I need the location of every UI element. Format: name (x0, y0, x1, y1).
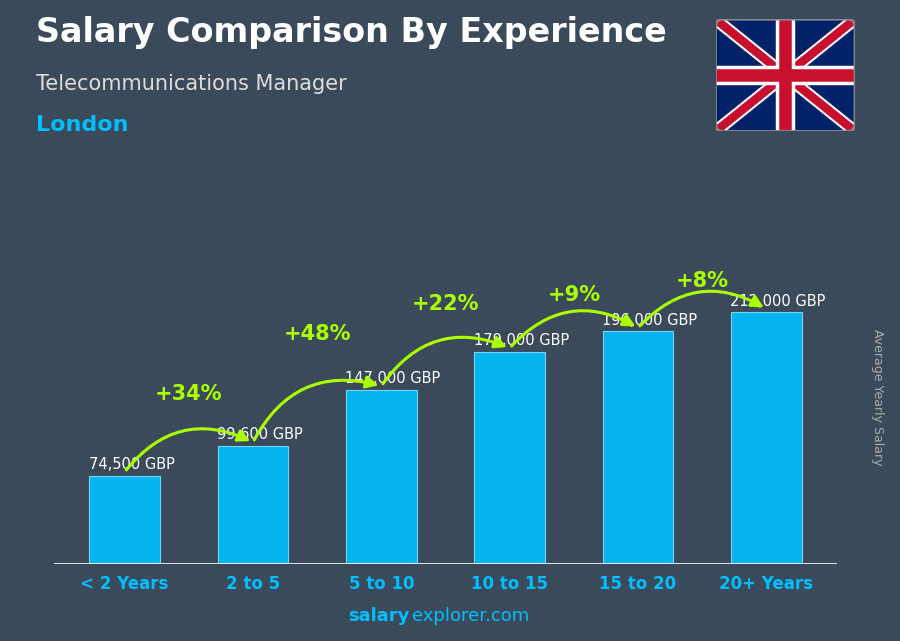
Bar (474, 352, 545, 564)
Text: Telecommunications Manager: Telecommunications Manager (36, 74, 346, 94)
Text: 74,500 GBP: 74,500 GBP (89, 457, 175, 472)
Text: +9%: +9% (547, 285, 600, 305)
Text: explorer.com: explorer.com (412, 607, 529, 625)
Text: +22%: +22% (412, 294, 480, 313)
Bar (218, 446, 288, 564)
Text: salary: salary (348, 607, 410, 625)
Text: Salary Comparison By Experience: Salary Comparison By Experience (36, 16, 667, 49)
Text: +8%: +8% (676, 271, 729, 291)
Text: +48%: +48% (284, 324, 351, 344)
Bar (731, 312, 802, 564)
Bar (89, 476, 160, 564)
Bar (346, 390, 417, 564)
Text: Average Yearly Salary: Average Yearly Salary (871, 329, 884, 465)
Text: 99,600 GBP: 99,600 GBP (217, 428, 302, 442)
Text: 179,000 GBP: 179,000 GBP (473, 333, 569, 348)
Text: +34%: +34% (155, 385, 222, 404)
FancyBboxPatch shape (716, 19, 855, 131)
Text: London: London (36, 115, 129, 135)
Text: 212,000 GBP: 212,000 GBP (731, 294, 826, 309)
Text: 147,000 GBP: 147,000 GBP (346, 371, 441, 386)
Bar (603, 331, 673, 564)
Text: 196,000 GBP: 196,000 GBP (602, 313, 698, 328)
